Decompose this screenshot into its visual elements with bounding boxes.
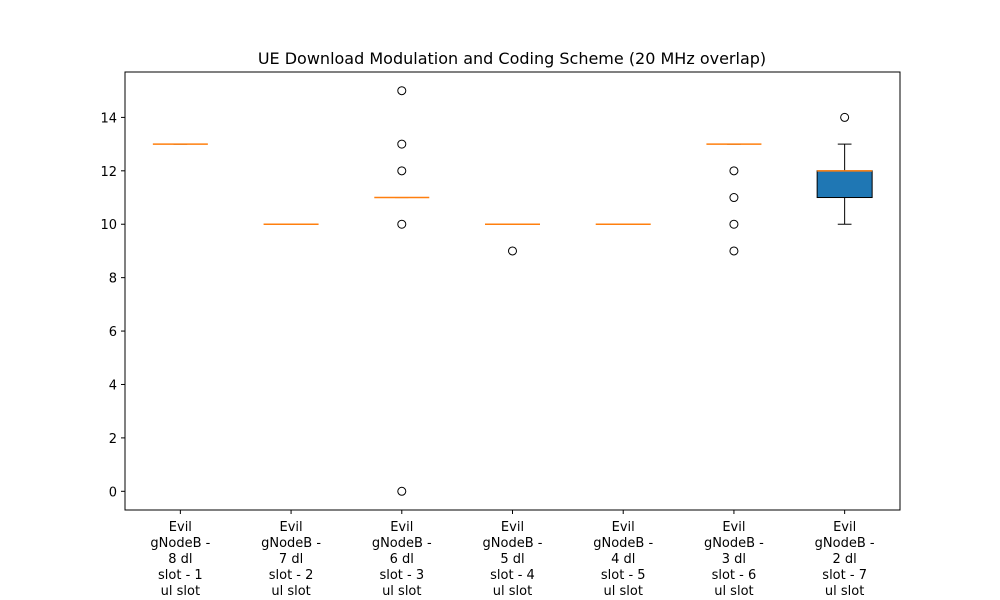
x-tick-label-line: gNodeB - <box>150 536 210 551</box>
x-tick-label: Evil gNodeB -8 dl slot - 1 ul slot <box>150 520 210 599</box>
x-tick-label-line: 2 dl <box>833 552 857 567</box>
x-tick-label-line: gNodeB - <box>372 536 432 551</box>
x-tick-label-line: gNodeB - <box>815 536 875 551</box>
outlier-point <box>729 246 739 256</box>
x-tick-label-line: 4 dl <box>611 552 635 567</box>
outlier-point <box>729 219 739 229</box>
axes-frame <box>124 71 901 511</box>
x-tick-label-line: ul slot <box>714 584 753 599</box>
chart-title: UE Download Modulation and Coding Scheme… <box>258 49 766 68</box>
x-tick-label: Evil gNodeB -5 dl slot - 4 ul slot <box>483 520 543 599</box>
x-tick-label-line: Evil <box>169 520 192 535</box>
x-tick-label-line: 5 dl <box>500 552 524 567</box>
y-tick-label: 12 <box>100 165 117 180</box>
x-tick-label: Evil gNodeB -6 dl slot - 3 ul slot <box>372 520 432 599</box>
x-tick-label-line: slot - 4 <box>490 568 535 583</box>
x-tick-label-line: ul slot <box>382 584 421 599</box>
x-tick-label-line: slot - 1 <box>158 568 203 583</box>
outlier-point <box>397 86 407 96</box>
x-tick-label-line: 6 dl <box>390 552 414 567</box>
x-tick-label-line: Evil <box>280 520 303 535</box>
box-iqr <box>816 170 873 199</box>
x-tick-label-line: 3 dl <box>722 552 746 567</box>
outlier-point <box>397 139 407 149</box>
x-tick-label-line: slot - 5 <box>601 568 646 583</box>
y-tick-label: 4 <box>109 378 117 393</box>
y-tick-label: 10 <box>100 218 117 233</box>
x-tick-label-line: slot - 2 <box>269 568 314 583</box>
y-tick-label: 6 <box>109 325 117 340</box>
x-tick-label-line: ul slot <box>271 584 310 599</box>
outlier-point <box>508 246 517 256</box>
y-tick-label: 0 <box>109 485 117 500</box>
x-tick-label: Evil gNodeB -3 dl slot - 6 ul slot <box>704 520 764 599</box>
outlier-point <box>840 112 850 122</box>
x-tick-label-line: slot - 6 <box>712 568 757 583</box>
x-tick-label-line: gNodeB - <box>483 536 543 551</box>
x-tick-label: Evil gNodeB -2 dl slot - 7 ul slot <box>815 520 875 599</box>
x-tick-label-line: Evil <box>501 520 524 535</box>
x-tick-label-line: gNodeB - <box>704 536 764 551</box>
y-tick-label: 8 <box>109 272 117 287</box>
x-tick-label-line: ul slot <box>604 584 643 599</box>
x-tick-label-line: slot - 3 <box>379 568 424 583</box>
x-tick-label-line: Evil <box>612 520 635 535</box>
x-tick-label-line: gNodeB - <box>593 536 653 551</box>
outlier-point <box>729 193 739 203</box>
x-tick-label-line: slot - 7 <box>822 568 867 583</box>
x-tick-label-line: ul slot <box>493 584 532 599</box>
x-tick-label-line: Evil <box>390 520 413 535</box>
outlier-point <box>397 486 407 496</box>
x-tick-label: Evil gNodeB -7 dl slot - 2 ul slot <box>261 520 321 599</box>
outlier-point <box>397 219 407 229</box>
x-tick-label-line: Evil <box>722 520 745 535</box>
x-tick-label-line: 8 dl <box>168 552 192 567</box>
x-tick-label: Evil gNodeB -4 dl slot - 5 ul slot <box>593 520 653 599</box>
outlier-point <box>729 166 739 176</box>
x-tick-label-line: ul slot <box>161 584 200 599</box>
y-tick-label: 14 <box>100 111 117 126</box>
x-tick-label-line: Evil <box>833 520 856 535</box>
outlier-point <box>397 166 407 176</box>
x-tick-label-line: ul slot <box>825 584 864 599</box>
x-tick-label-line: 7 dl <box>279 552 303 567</box>
y-tick-label: 2 <box>109 432 117 447</box>
x-tick-label-line: gNodeB - <box>261 536 321 551</box>
